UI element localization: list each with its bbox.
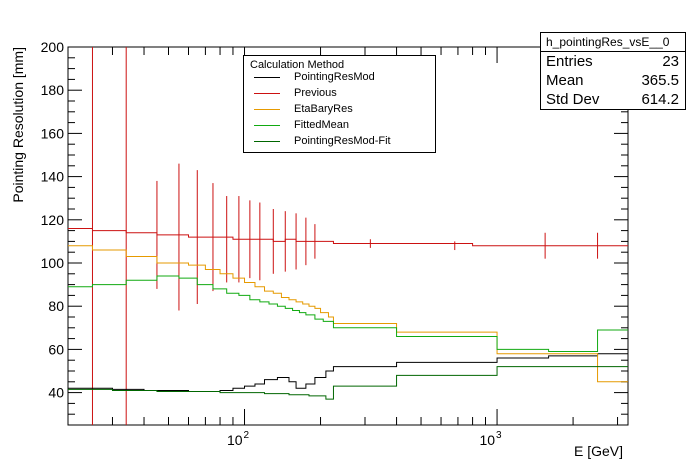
y-tick-label: 80 (48, 298, 64, 314)
x-tick-label-exp: 2 (244, 430, 250, 441)
legend-entry: PointingResMod-Fit (244, 134, 435, 150)
stats-label: Entries (546, 53, 593, 70)
stats-row-mean: Mean 365.5 (541, 71, 685, 90)
series-etabaryres (68, 245, 628, 383)
y-axis-label: Pointing Resolution [mm] (10, 47, 26, 203)
y-tick-label: 160 (41, 125, 65, 141)
x-tick-label: 10 (227, 432, 243, 448)
x-tick-label: 10 (479, 432, 495, 448)
legend-swatch (254, 141, 280, 142)
legend-entry: Previous (244, 86, 435, 102)
legend-entry: PointingResMod (244, 70, 435, 86)
legend-swatch (254, 77, 280, 78)
stats-value: 365.5 (641, 72, 679, 89)
legend-swatch (254, 109, 280, 110)
series-previous (68, 227, 628, 247)
stats-label: Std Dev (546, 91, 600, 108)
stats-row-entries: Entries 23 (541, 52, 685, 71)
legend-entry: EtaBaryRes (244, 102, 435, 118)
y-tick-label: 140 (41, 169, 65, 185)
legend-entry: FittedMean (244, 118, 435, 134)
axis-ticks (67, 46, 628, 425)
legend-swatch (254, 93, 280, 94)
y-tick-label: 180 (41, 82, 65, 98)
x-tick-label-exp: 3 (496, 430, 502, 441)
legend-swatch (254, 125, 280, 126)
plot-frame (67, 46, 629, 426)
series-pointingresmod-fit (68, 366, 628, 400)
stats-label: Mean (546, 72, 584, 89)
stats-box: h_pointingRes_vsE__0 Entries 23 Mean 365… (540, 32, 686, 110)
series-layer (68, 47, 628, 425)
stats-title: h_pointingRes_vsE__0 (541, 33, 685, 52)
legend-label: PointingResMod (294, 71, 375, 83)
stats-row-stddev: Std Dev 614.2 (541, 90, 685, 109)
legend: Calculation Method PointingResMod Previou… (243, 55, 436, 153)
legend-label: EtaBaryRes (294, 103, 353, 115)
series-fittedmean (68, 275, 628, 353)
x-axis-label: E [GeV] (574, 443, 623, 459)
legend-label: Previous (294, 87, 337, 99)
y-tick-label: 120 (41, 212, 65, 228)
y-tick-label: 100 (41, 255, 65, 271)
y-tick-label: 40 (48, 385, 64, 401)
legend-title: Calculation Method (250, 59, 345, 71)
stats-value: 614.2 (641, 91, 679, 108)
y-tick-label: 200 (41, 39, 65, 55)
stats-value: 23 (662, 53, 679, 70)
y-tick-label: 60 (48, 341, 64, 357)
legend-label: FittedMean (294, 119, 350, 131)
legend-label: PointingResMod-Fit (294, 135, 391, 147)
